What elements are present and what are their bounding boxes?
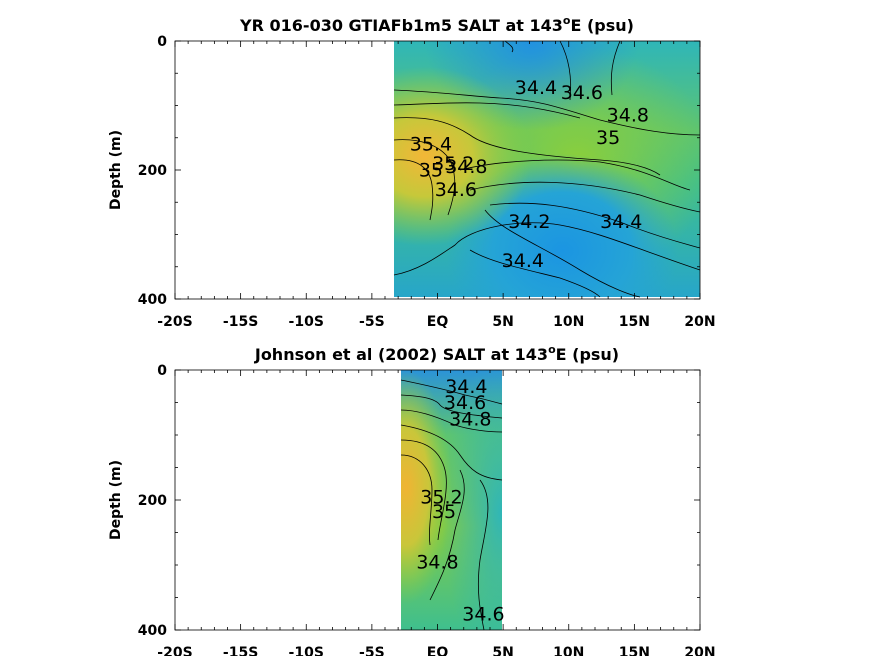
chart-2-x-axis: -20S -15S -10S -5S EQ 5N 10N 15N 20N	[157, 370, 716, 656]
x-tick-label: -10S	[289, 314, 324, 330]
contour-label: 34.6	[435, 179, 477, 201]
chart-2-y-axis: 0 200 400	[138, 363, 700, 639]
x-tick-label: -10S	[289, 645, 324, 656]
chart-2-heatmap	[401, 370, 502, 630]
x-tick-label: 15N	[619, 314, 650, 330]
chart-1-title: YR 016-030 GTIAFb1m5 SALT at 143oE (psu)	[239, 14, 634, 35]
x-tick-label: -5S	[359, 314, 385, 330]
contour-label: 34.8	[449, 408, 491, 430]
contour-label: 35.2	[420, 486, 462, 508]
chart-2-contours	[400, 379, 503, 631]
x-tick-label: -20S	[157, 645, 192, 656]
y-tick-label: 400	[138, 623, 167, 639]
x-tick-label: 15N	[619, 645, 650, 656]
contour-label: 35.2	[432, 153, 474, 175]
y-tick-label: 200	[138, 493, 167, 509]
contour-label: 34.4	[502, 250, 544, 272]
x-tick-label: 5N	[492, 645, 513, 656]
contour-label: 34.2	[508, 211, 550, 233]
x-tick-label: -15S	[223, 645, 258, 656]
contour-label: 35	[432, 501, 456, 523]
chart-1-x-axis: -20S -15S -10S -5S EQ 5N 10N 15N 20N	[157, 41, 716, 330]
contour-label: 34.6	[462, 603, 504, 625]
x-tick-label: 20N	[684, 645, 715, 656]
x-tick-label: -20S	[157, 314, 192, 330]
chart-panel-1: YR 016-030 GTIAFb1m5 SALT at 143oE (psu)	[108, 14, 716, 330]
x-tick-label: 20N	[684, 314, 715, 330]
chart-1-ylabel: Depth (m)	[108, 130, 124, 210]
chart-2-title: Johnson et al (2002) SALT at 143oE (psu)	[254, 343, 619, 364]
x-tick-label: -5S	[359, 645, 385, 656]
x-tick-label: EQ	[427, 645, 449, 656]
contour-label: 34.6	[561, 82, 603, 104]
y-tick-label: 0	[157, 34, 167, 50]
y-tick-label: 200	[138, 163, 167, 179]
chart-1-y-axis: 0 200 400	[138, 34, 700, 308]
contour-label: 34.4	[600, 211, 642, 233]
contour-label: 34.4	[445, 376, 487, 398]
x-tick-label: -15S	[223, 314, 258, 330]
chart-1-contours	[393, 40, 701, 298]
x-tick-label: EQ	[427, 314, 449, 330]
contour-label: 35	[419, 159, 443, 181]
x-tick-label: 5N	[492, 314, 513, 330]
contour-label: 35	[596, 127, 620, 149]
contour-label: 34.4	[515, 77, 557, 99]
x-tick-label: 10N	[553, 645, 584, 656]
y-tick-label: 0	[157, 363, 167, 379]
chart-panel-2: Johnson et al (2002) SALT at 143oE (psu)…	[108, 343, 716, 656]
contour-label: 34.8	[416, 551, 458, 573]
contour-label: 35.4	[410, 134, 452, 156]
contour-label: 34.8	[445, 156, 487, 178]
x-tick-label: 10N	[553, 314, 584, 330]
contour-label: 34.6	[444, 392, 486, 414]
chart-2-ylabel: Depth (m)	[108, 460, 124, 540]
y-tick-label: 400	[138, 292, 167, 308]
contour-label: 34.8	[607, 105, 649, 127]
